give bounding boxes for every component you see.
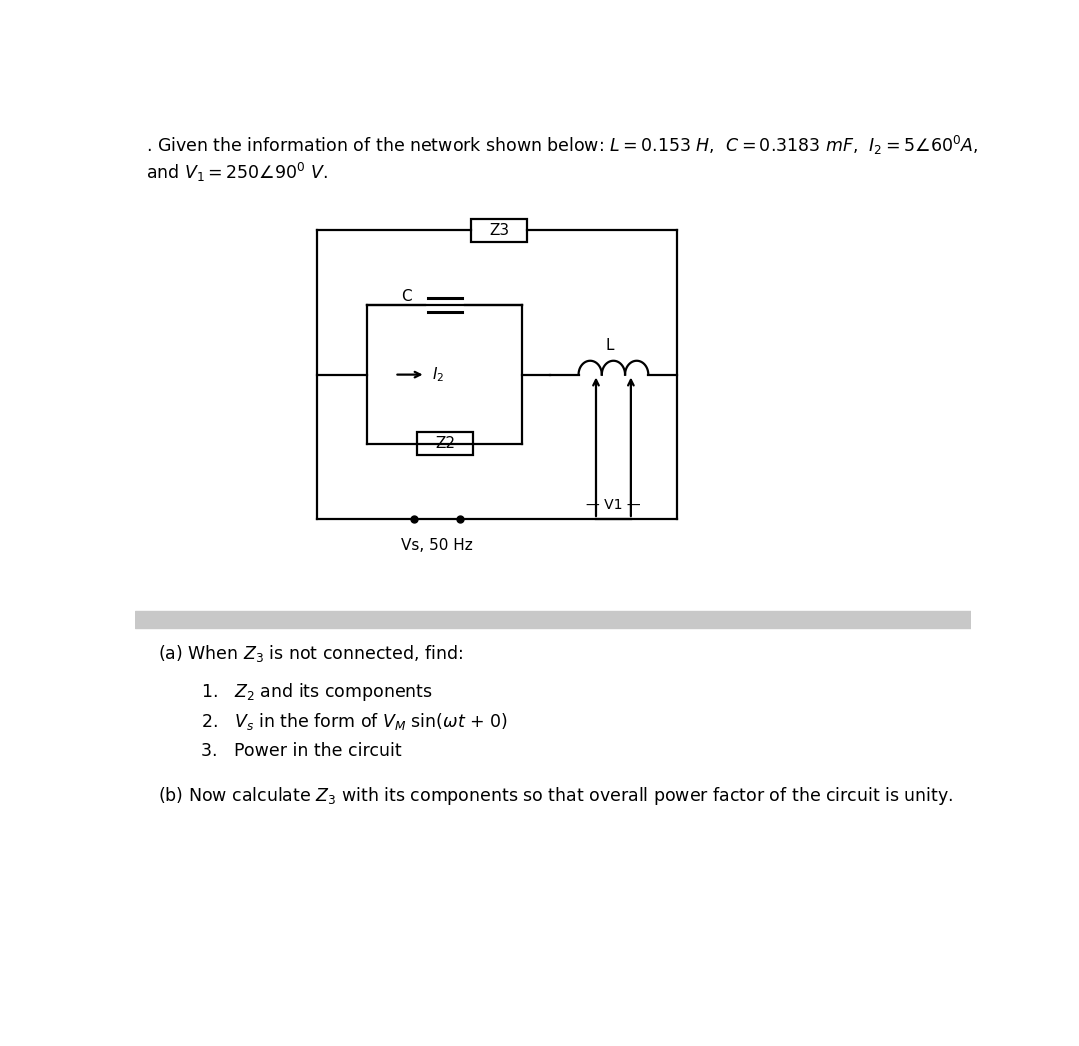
Text: (b) Now calculate $Z_3$ with its components so that overall power factor of the : (b) Now calculate $Z_3$ with its compone…	[159, 786, 954, 808]
Bar	[135, 611, 971, 628]
Text: 1.   $Z_2$ and its components: 1. $Z_2$ and its components	[201, 681, 433, 703]
Text: and $V_1 = 250\angle 90^0$ $V$.: and $V_1 = 250\angle 90^0$ $V$.	[147, 161, 328, 184]
Bar	[416, 432, 473, 455]
Text: 2.   $V_s$ in the form of $V_M$ sin($\omega t$ + 0): 2. $V_s$ in the form of $V_M$ sin($\omeg…	[201, 711, 507, 732]
Text: $I_2$: $I_2$	[432, 365, 443, 384]
Text: Z2: Z2	[435, 436, 455, 452]
Text: L: L	[605, 338, 614, 353]
Text: 3.   Power in the circuit: 3. Power in the circuit	[201, 742, 401, 759]
Text: C: C	[400, 289, 411, 303]
Text: . Given the information of the network shown below: $L = 0.153$ $H$,  $C = 0.318: . Given the information of the network s…	[147, 134, 979, 157]
Bar	[472, 219, 527, 242]
Text: — V1 —: — V1 —	[586, 498, 641, 513]
Text: (a) When $Z_3$ is not connected, find:: (a) When $Z_3$ is not connected, find:	[159, 643, 463, 664]
Text: Vs, 50 Hz: Vs, 50 Hz	[401, 539, 473, 553]
Text: Z3: Z3	[489, 223, 509, 237]
